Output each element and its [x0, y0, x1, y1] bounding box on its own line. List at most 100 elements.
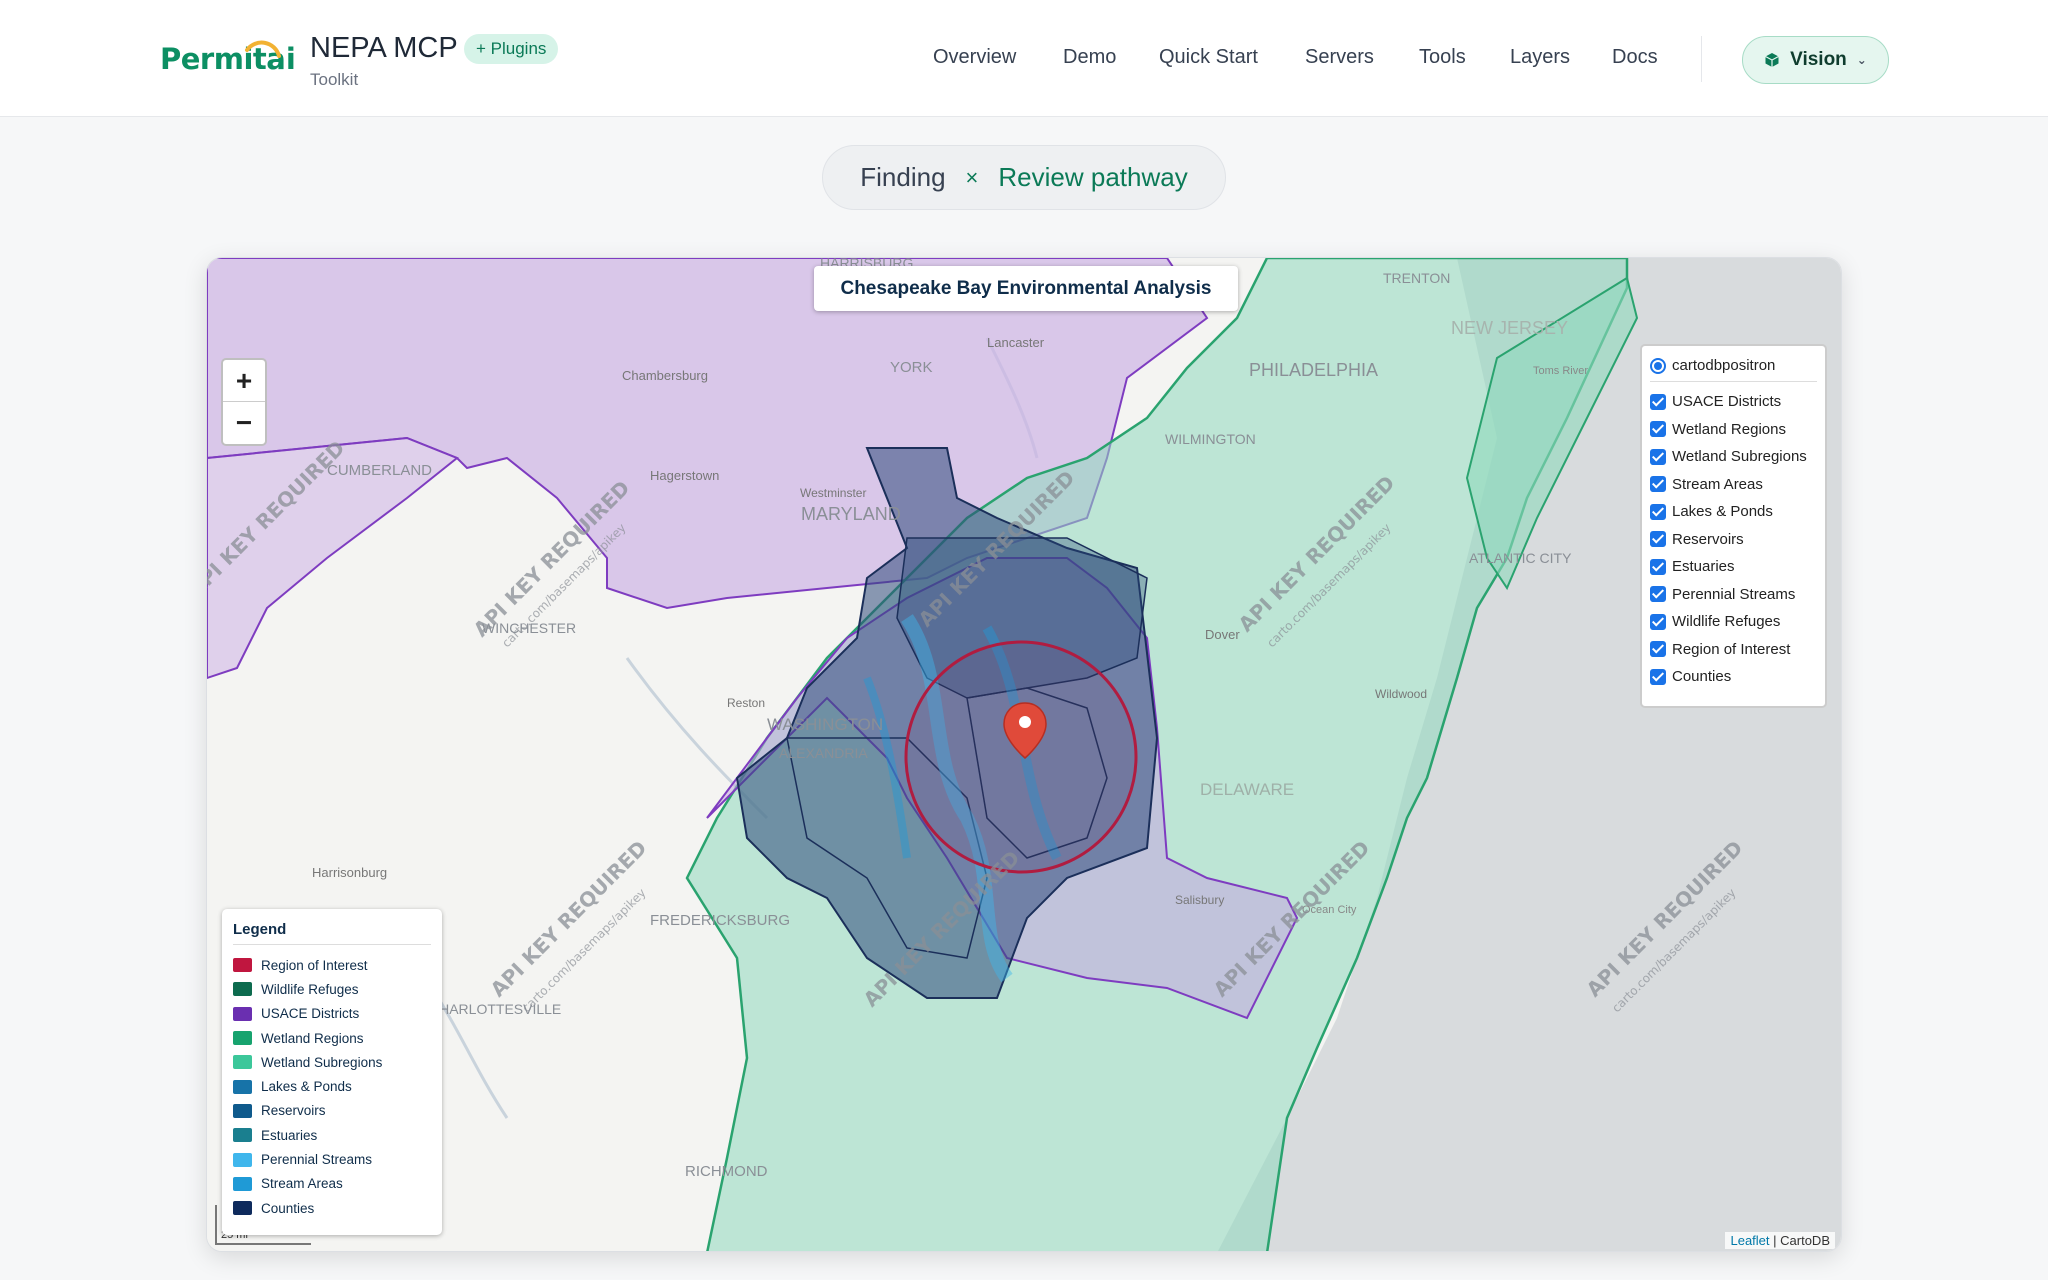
app-title: NEPA MCP	[310, 32, 458, 64]
legend-label: Wildlife Refuges	[261, 981, 359, 997]
zoom-in-button[interactable]: +	[223, 360, 265, 402]
checkbox-icon[interactable]	[1650, 421, 1666, 438]
checkbox-icon[interactable]	[1650, 558, 1666, 575]
place-label: TRENTON	[1383, 270, 1450, 286]
nav-docs[interactable]: Docs	[1612, 46, 1658, 68]
overlay-usace[interactable]: USACE Districts	[1650, 388, 1817, 416]
nav-servers[interactable]: Servers	[1305, 46, 1374, 68]
map-legend: Legend Region of Interest Wildlife Refuge…	[222, 909, 442, 1235]
checkbox-icon[interactable]	[1650, 586, 1666, 603]
legend-swatch	[233, 1079, 252, 1094]
legend-swatch	[233, 982, 252, 997]
overlay-wetland-regions[interactable]: Wetland Regions	[1650, 416, 1817, 444]
overlay-counties[interactable]: Counties	[1650, 663, 1817, 691]
place-label: RICHMOND	[685, 1163, 768, 1180]
checkbox-icon[interactable]	[1650, 393, 1666, 410]
checkbox-icon[interactable]	[1650, 476, 1666, 493]
overlay-label: Counties	[1672, 668, 1732, 686]
leaflet-link[interactable]: Leaflet	[1730, 1233, 1770, 1248]
map-attribution: Leaflet | CartoDB	[1725, 1232, 1835, 1249]
nav-tools[interactable]: Tools	[1419, 46, 1466, 68]
place-label: Hagerstown	[650, 468, 719, 483]
legend-item: Stream Areas	[233, 1172, 431, 1196]
map-title: Chesapeake Bay Environmental Analysis	[814, 266, 1238, 311]
plugins-badge[interactable]: + Plugins	[464, 34, 559, 64]
overlay-label: Region of Interest	[1672, 640, 1791, 658]
place-label: ALEXANDRIA	[779, 745, 868, 761]
map-container[interactable]: HARRISBURG Lancaster Chambersburg YORK T…	[206, 257, 1842, 1252]
map-canvas[interactable]: HARRISBURG Lancaster Chambersburg YORK T…	[207, 258, 1842, 1252]
place-label: Chambersburg	[622, 368, 708, 383]
legend-title: Legend	[233, 921, 431, 945]
map-pin-icon[interactable]	[1003, 702, 1047, 759]
legend-swatch	[233, 1128, 252, 1143]
finding-review-pill: Finding × Review pathway	[822, 145, 1226, 210]
overlay-wildlife-refuges[interactable]: Wildlife Refuges	[1650, 608, 1817, 636]
place-label: FREDERICKSBURG	[650, 912, 790, 929]
zoom-control: + −	[221, 358, 267, 446]
legend-swatch	[233, 1152, 252, 1167]
radio-icon[interactable]	[1650, 357, 1666, 374]
checkbox-icon[interactable]	[1650, 613, 1666, 630]
legend-label: Estuaries	[261, 1127, 318, 1143]
overlay-reservoirs[interactable]: Reservoirs	[1650, 526, 1817, 554]
place-label: WILMINGTON	[1165, 431, 1256, 447]
legend-label: Lakes & Ponds	[261, 1079, 352, 1095]
legend-swatch	[233, 1031, 252, 1046]
place-label: WASHINGTON	[767, 715, 883, 734]
place-label: Westminster	[800, 486, 866, 500]
place-label: Toms River	[1533, 365, 1588, 377]
logo-suffix: ai	[266, 42, 296, 76]
place-label: DELAWARE	[1200, 780, 1294, 799]
overlay-wetland-subregions[interactable]: Wetland Subregions	[1650, 443, 1817, 471]
legend-item: Wetland Subregions	[233, 1050, 431, 1074]
place-label: MARYLAND	[801, 504, 901, 524]
place-label: CHARLOTTESVILLE	[429, 1001, 561, 1017]
attribution-separator: |	[1769, 1233, 1781, 1248]
checkbox-icon[interactable]	[1650, 641, 1666, 658]
overlay-region-of-interest[interactable]: Region of Interest	[1650, 636, 1817, 664]
overlay-label: Lakes & Ponds	[1672, 503, 1773, 521]
place-label: NEW JERSEY	[1451, 318, 1568, 338]
base-layer-option[interactable]: cartodbpositron	[1650, 356, 1817, 382]
legend-item: USACE Districts	[233, 1002, 431, 1026]
carto-link[interactable]: CartoDB	[1780, 1233, 1830, 1248]
overlay-stream-areas[interactable]: Stream Areas	[1650, 471, 1817, 499]
overlay-label: Wetland Subregions	[1672, 448, 1807, 466]
overlay-estuaries[interactable]: Estuaries	[1650, 553, 1817, 581]
legend-item: Wetland Regions	[233, 1026, 431, 1050]
overlay-label: Stream Areas	[1672, 475, 1763, 493]
checkbox-icon[interactable]	[1650, 503, 1666, 520]
nav-quick-start[interactable]: Quick Start	[1159, 46, 1258, 68]
legend-label: Perennial Streams	[261, 1152, 373, 1168]
legend-swatch	[233, 958, 252, 973]
zoom-out-button[interactable]: −	[235, 407, 253, 438]
checkbox-icon[interactable]	[1650, 668, 1666, 685]
legend-label: Stream Areas	[261, 1176, 343, 1192]
pill-finding[interactable]: Finding	[860, 162, 946, 192]
place-label: Salisbury	[1175, 893, 1224, 907]
vision-button[interactable]: Vision ⌄	[1742, 36, 1889, 84]
nav-layers[interactable]: Layers	[1510, 46, 1571, 68]
nav-overview[interactable]: Overview	[933, 46, 1017, 68]
legend-label: Counties	[261, 1200, 315, 1216]
pill-review-pathway[interactable]: Review pathway	[998, 162, 1188, 192]
chevron-down-icon: ⌄	[1856, 53, 1867, 67]
overlay-lakes-ponds[interactable]: Lakes & Ponds	[1650, 498, 1817, 526]
nav-demo[interactable]: Demo	[1063, 46, 1117, 68]
overlay-label: Wetland Regions	[1672, 420, 1786, 438]
overlay-perennial-streams[interactable]: Perennial Streams	[1650, 581, 1817, 609]
legend-item: Wildlife Refuges	[233, 977, 431, 1001]
legend-label: Region of Interest	[261, 957, 368, 973]
place-label: CUMBERLAND	[327, 462, 432, 479]
checkbox-icon[interactable]	[1650, 448, 1666, 465]
place-label: PHILADELPHIA	[1249, 360, 1378, 380]
overlay-label: USACE Districts	[1672, 393, 1782, 411]
legend-label: Reservoirs	[261, 1103, 326, 1119]
pill-separator: ×	[965, 164, 979, 190]
place-label: Wildwood	[1375, 687, 1427, 701]
checkbox-icon[interactable]	[1650, 531, 1666, 548]
legend-item: Counties	[233, 1196, 431, 1220]
legend-label: USACE Districts	[261, 1006, 360, 1022]
logo-arc-icon	[245, 40, 281, 58]
